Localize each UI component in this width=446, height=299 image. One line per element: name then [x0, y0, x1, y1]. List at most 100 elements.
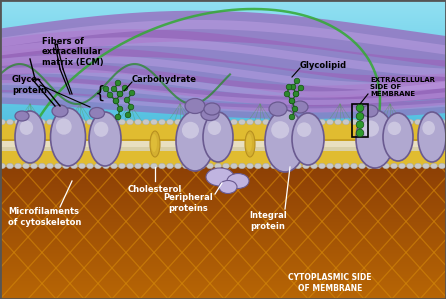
Ellipse shape — [231, 119, 238, 125]
Ellipse shape — [70, 163, 78, 169]
Ellipse shape — [89, 112, 121, 166]
Ellipse shape — [7, 163, 13, 169]
Ellipse shape — [15, 111, 29, 121]
Ellipse shape — [297, 122, 311, 137]
Ellipse shape — [422, 121, 435, 135]
Ellipse shape — [150, 163, 157, 169]
Ellipse shape — [182, 119, 190, 125]
Ellipse shape — [206, 119, 214, 125]
Ellipse shape — [362, 120, 379, 137]
Circle shape — [293, 91, 299, 97]
Text: EXTRACELLULAR
SIDE OF
MEMBRANE: EXTRACELLULAR SIDE OF MEMBRANE — [370, 77, 435, 97]
Ellipse shape — [70, 119, 78, 125]
Ellipse shape — [151, 134, 157, 152]
Ellipse shape — [90, 108, 104, 118]
Ellipse shape — [247, 163, 253, 169]
Ellipse shape — [398, 163, 405, 169]
Circle shape — [128, 104, 134, 110]
Ellipse shape — [422, 163, 429, 169]
Ellipse shape — [182, 163, 190, 169]
Ellipse shape — [143, 163, 149, 169]
Ellipse shape — [15, 111, 45, 163]
Ellipse shape — [414, 163, 421, 169]
Ellipse shape — [326, 163, 334, 169]
Text: Microfilaments
of cytoskeleton: Microfilaments of cytoskeleton — [8, 207, 81, 227]
Ellipse shape — [422, 119, 429, 125]
Ellipse shape — [278, 119, 285, 125]
Ellipse shape — [78, 163, 86, 169]
Circle shape — [117, 106, 123, 112]
Ellipse shape — [38, 119, 45, 125]
Ellipse shape — [438, 163, 446, 169]
Ellipse shape — [190, 119, 198, 125]
Ellipse shape — [367, 119, 373, 125]
Ellipse shape — [201, 108, 219, 120]
Ellipse shape — [208, 121, 221, 135]
Circle shape — [111, 86, 117, 92]
Ellipse shape — [0, 163, 5, 169]
Ellipse shape — [62, 119, 70, 125]
Bar — [0, 121, 446, 141]
Ellipse shape — [406, 163, 413, 169]
Text: Integral
protein: Integral protein — [249, 211, 287, 231]
Ellipse shape — [190, 163, 198, 169]
Ellipse shape — [271, 121, 289, 138]
Ellipse shape — [239, 163, 245, 169]
Circle shape — [115, 80, 121, 86]
Ellipse shape — [359, 119, 366, 125]
Ellipse shape — [127, 163, 133, 169]
Ellipse shape — [103, 163, 110, 169]
Ellipse shape — [15, 119, 21, 125]
Ellipse shape — [239, 119, 245, 125]
Ellipse shape — [198, 163, 206, 169]
Ellipse shape — [223, 119, 230, 125]
Ellipse shape — [198, 119, 206, 125]
Circle shape — [103, 86, 109, 92]
Ellipse shape — [56, 118, 72, 135]
Ellipse shape — [318, 163, 326, 169]
Ellipse shape — [302, 119, 310, 125]
Text: Carbohydrate: Carbohydrate — [132, 74, 197, 83]
Ellipse shape — [351, 119, 358, 125]
Ellipse shape — [206, 163, 214, 169]
Ellipse shape — [247, 119, 253, 125]
Circle shape — [284, 91, 290, 97]
Ellipse shape — [334, 163, 342, 169]
Bar — [0, 147, 446, 151]
Circle shape — [286, 84, 292, 90]
Bar — [0, 149, 446, 165]
Ellipse shape — [302, 163, 310, 169]
Ellipse shape — [294, 119, 301, 125]
Circle shape — [117, 91, 123, 97]
Ellipse shape — [367, 163, 373, 169]
Circle shape — [356, 121, 364, 129]
Ellipse shape — [286, 163, 293, 169]
Ellipse shape — [219, 181, 237, 193]
Ellipse shape — [15, 163, 21, 169]
Circle shape — [289, 98, 295, 104]
Ellipse shape — [430, 163, 438, 169]
Ellipse shape — [52, 105, 68, 117]
Ellipse shape — [388, 122, 401, 135]
Circle shape — [356, 112, 364, 120]
Ellipse shape — [38, 163, 45, 169]
Ellipse shape — [127, 119, 133, 125]
Ellipse shape — [95, 119, 102, 125]
Ellipse shape — [269, 102, 287, 116]
Ellipse shape — [166, 119, 173, 125]
Ellipse shape — [375, 119, 381, 125]
Circle shape — [292, 106, 298, 112]
Circle shape — [289, 98, 295, 104]
Ellipse shape — [362, 105, 378, 117]
Bar — [0, 141, 446, 147]
Text: Peripheral
proteins: Peripheral proteins — [163, 193, 213, 213]
Circle shape — [124, 97, 130, 103]
Ellipse shape — [78, 119, 86, 125]
Ellipse shape — [418, 112, 446, 162]
Ellipse shape — [383, 113, 413, 161]
Ellipse shape — [391, 163, 397, 169]
Ellipse shape — [54, 119, 62, 125]
Ellipse shape — [310, 163, 318, 169]
Ellipse shape — [0, 119, 5, 125]
Text: Glycolipid: Glycolipid — [300, 60, 347, 69]
